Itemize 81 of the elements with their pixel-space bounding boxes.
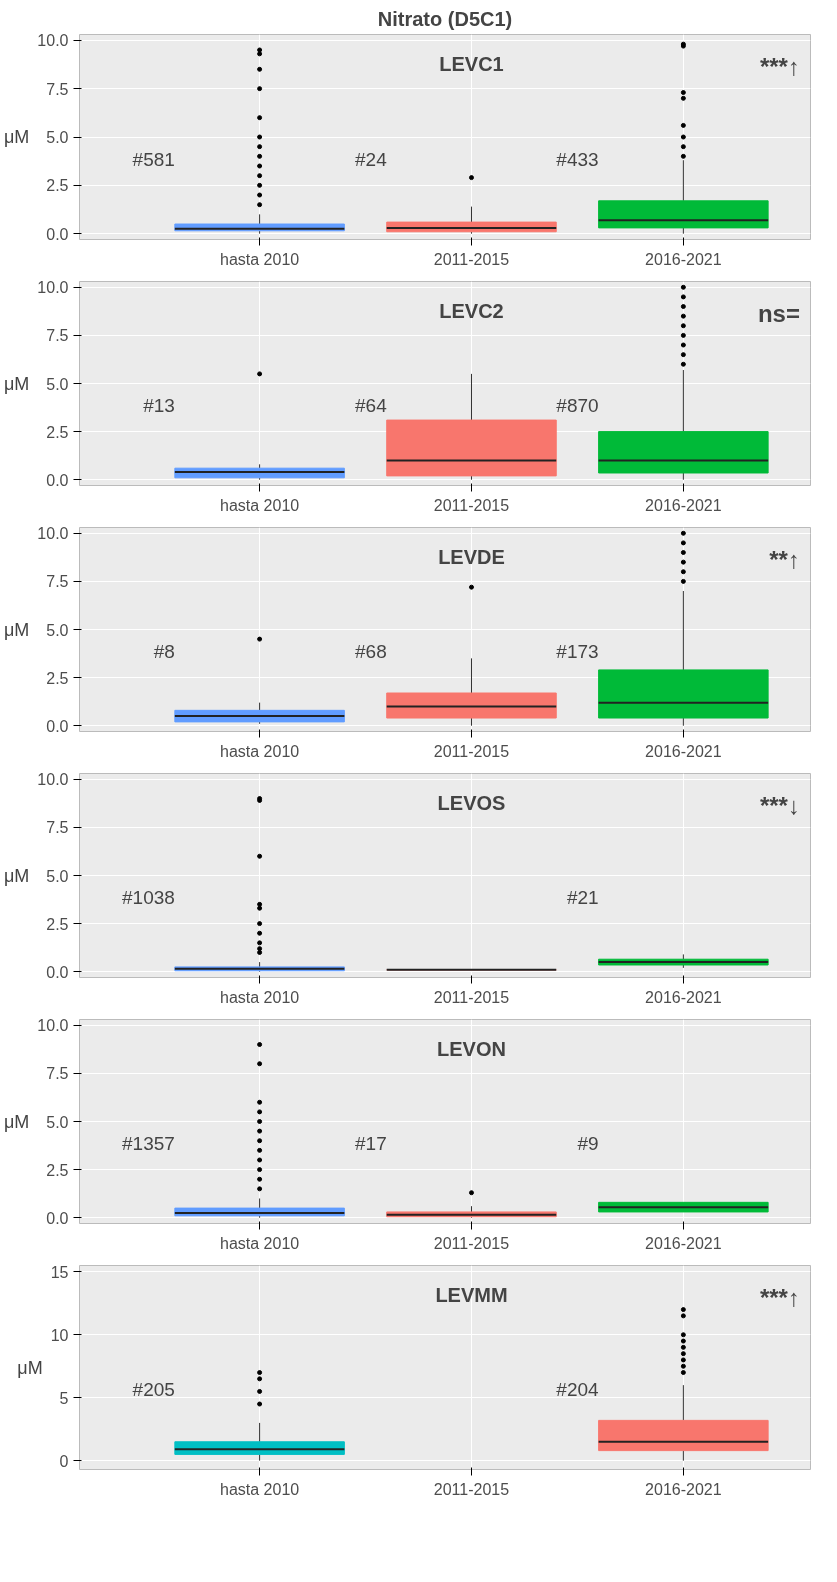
text: #9: [577, 1133, 599, 1154]
text: #1038: [122, 887, 175, 908]
x-tick-label: 2011-2015: [433, 496, 510, 514]
x-tick-label: hasta 2010: [220, 1234, 300, 1252]
y-tick-label: 0.0: [46, 471, 69, 489]
x-tick-label: 2011-2015: [433, 988, 510, 1006]
annotation: ns=: [757, 299, 800, 327]
annotation: ***↓: [759, 791, 800, 819]
text: #433: [556, 149, 599, 170]
y-tick-label: 0.0: [46, 963, 69, 981]
chart-title: Nitrato (D5C1): [377, 7, 513, 30]
y-tick-label: 2.5: [46, 423, 69, 441]
x-tick-label: hasta 2010: [220, 742, 300, 760]
y-tick-label: 10.0: [37, 32, 69, 50]
y-tick-label: 0.0: [46, 717, 69, 735]
text: #21: [566, 887, 599, 908]
text: #581: [132, 149, 175, 170]
text: #205: [132, 1379, 175, 1400]
y-tick-label: 2.5: [46, 669, 69, 687]
y-tick-label: 5: [59, 1389, 69, 1407]
x-tick-label: 2011-2015: [433, 1234, 510, 1252]
text: LEVDE: [438, 545, 505, 568]
x-tick-label: hasta 2010: [220, 250, 300, 268]
text: #17: [355, 1133, 387, 1154]
text: LEVON: [437, 1037, 506, 1060]
y-tick-label: 0.0: [46, 225, 69, 243]
annotation: **↑: [769, 545, 800, 573]
text: #173: [556, 641, 599, 662]
text: #870: [556, 395, 599, 416]
y-tick-label: 10.0: [37, 771, 69, 789]
text: #13: [143, 395, 175, 416]
y-tick-label: 5.0: [46, 129, 69, 146]
y-tick-label: 10.0: [37, 1017, 69, 1035]
y-tick-label: 10: [50, 1326, 69, 1344]
x-tick-label: hasta 2010: [220, 988, 300, 1006]
y-tick-label: 0.0: [46, 1209, 69, 1227]
x-tick-label: 2011-2015: [433, 1480, 510, 1498]
text: #8: [153, 641, 175, 662]
y-tick-label: 5.0: [46, 1113, 69, 1131]
x-tick-label: 2016-2021: [645, 742, 722, 760]
y-tick-label: 2.5: [46, 177, 69, 195]
y-tick-label: 5.0: [46, 867, 69, 885]
y-tick-label: 7.5: [46, 1065, 69, 1083]
y-tick-label: 5.0: [46, 621, 69, 639]
y-tick-label: 7.5: [46, 819, 69, 837]
annotation: ***↑: [759, 1283, 800, 1311]
text: #204: [556, 1379, 599, 1400]
text: #24: [355, 149, 387, 170]
y-tick-label: 2.5: [46, 915, 69, 933]
x-tick-label: 2016-2021: [645, 250, 722, 268]
x-tick-label: 2011-2015: [433, 742, 510, 760]
text: #68: [355, 641, 387, 662]
x-tick-label: 2016-2021: [645, 1480, 722, 1498]
x-tick-label: hasta 2010: [220, 496, 300, 514]
y-tick-label: 2.5: [46, 1161, 69, 1179]
y-tick-label: 10.0: [37, 279, 69, 297]
x-tick-label: 2016-2021: [645, 496, 722, 514]
y-axis-title: μM: [3, 127, 30, 147]
text: #1357: [122, 1133, 175, 1154]
y-axis-title: μM: [3, 619, 30, 640]
text: LEVMM: [435, 1283, 508, 1306]
annotation: ***↑: [759, 52, 800, 80]
x-tick-label: 2016-2021: [645, 1234, 722, 1252]
y-tick-label: 7.5: [46, 327, 69, 345]
y-tick-label: 10.0: [37, 525, 69, 543]
y-tick-label: 7.5: [46, 573, 69, 591]
y-tick-label: 0: [59, 1452, 69, 1470]
y-tick-label: 15: [50, 1263, 69, 1281]
y-axis-title: μM: [17, 1357, 43, 1378]
y-axis-title: μM: [3, 373, 30, 394]
y-tick-label: 5.0: [46, 375, 69, 393]
x-tick-label: 2011-2015: [433, 250, 510, 268]
x-tick-label: hasta 2010: [220, 1480, 300, 1498]
text: LEVOS: [437, 791, 506, 814]
text: LEVC1: [439, 52, 504, 75]
text: LEVC2: [439, 299, 504, 322]
y-axis-title: μM: [3, 865, 30, 886]
y-tick-label: 7.5: [46, 80, 69, 98]
y-axis-title: μM: [3, 1111, 30, 1132]
x-tick-label: 2016-2021: [645, 988, 722, 1006]
text: #64: [355, 395, 387, 416]
